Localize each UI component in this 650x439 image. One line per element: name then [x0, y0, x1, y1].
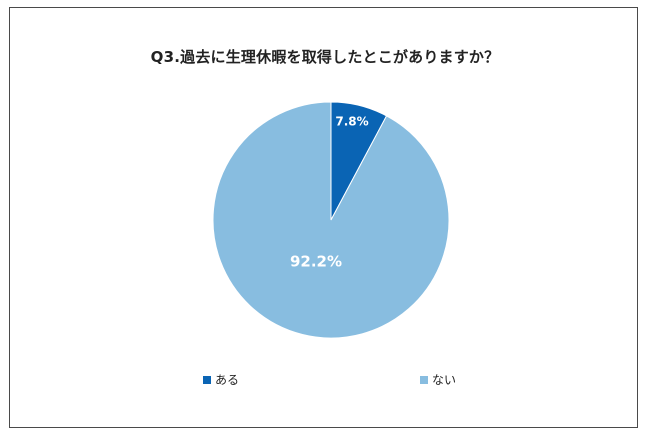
- legend-item-nai: ない: [420, 371, 456, 388]
- pie-label-nai: 92.2%: [290, 253, 342, 271]
- chart-title: Q3.過去に生理休暇を取得したとこがありますか？: [150, 48, 500, 66]
- legend-swatch-nai: [420, 375, 428, 384]
- legend-item-aru: ある: [203, 371, 239, 388]
- legend-label-aru: ある: [215, 373, 240, 387]
- legend-swatch-aru: [203, 375, 211, 384]
- pie-label-aru: 7.8%: [335, 115, 368, 129]
- pie-slice-nai: [212, 101, 450, 339]
- legend-label-nai: ない: [432, 373, 457, 387]
